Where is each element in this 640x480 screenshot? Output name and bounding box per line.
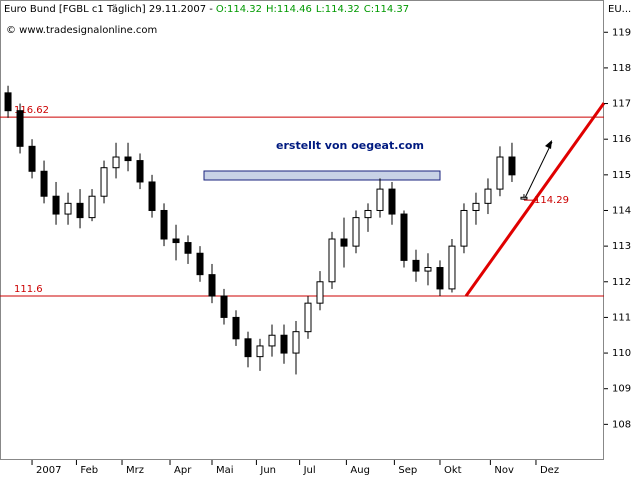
watermark: © www.tradesignalonline.com — [6, 25, 157, 36]
candle-body — [184, 242, 192, 254]
candle-body — [172, 238, 180, 244]
candle-body — [208, 274, 216, 297]
x-tick-label: Jun — [259, 465, 276, 476]
y-tick-label: 110 — [612, 348, 631, 359]
candle-body — [268, 334, 276, 347]
candle-body — [472, 202, 480, 211]
candle-body — [424, 267, 432, 272]
candle-body — [364, 209, 372, 219]
candle-body — [436, 267, 444, 290]
level-label: 111.6 — [14, 284, 43, 295]
candle-body — [196, 252, 204, 276]
candle-body — [88, 195, 96, 219]
y-tick-label: 114 — [612, 205, 631, 216]
x-tick-label: 2007 — [36, 465, 61, 476]
candle-body — [304, 302, 312, 333]
candle-body — [376, 188, 384, 211]
candle-body — [52, 195, 60, 215]
candle-body — [28, 145, 36, 172]
candle-body — [484, 188, 492, 204]
candle-body — [460, 209, 468, 247]
arrow-head — [545, 140, 552, 149]
y-tick-label: 119 — [612, 27, 631, 38]
candle-body — [220, 295, 228, 318]
candle-body — [388, 188, 396, 215]
candle-body — [232, 316, 240, 340]
y-tick-label: 115 — [612, 170, 631, 181]
chart-title: Euro Bund [FGBL c1 Täglich] 29.11.2007 - — [4, 4, 213, 15]
trend-line — [464, 102, 606, 297]
candle-body — [148, 181, 156, 211]
candle-body — [100, 167, 108, 197]
candle-body — [256, 345, 264, 358]
candle-body — [124, 156, 132, 162]
y-tick-label: 117 — [612, 99, 631, 110]
candle-body — [244, 338, 252, 358]
candle-body — [40, 170, 48, 197]
ohlc-label: O:114.32 — [216, 4, 262, 15]
y-tick-label: 111 — [612, 312, 631, 323]
candle-body — [400, 213, 408, 261]
x-tick-label: Okt — [444, 465, 462, 476]
x-tick-label: Aug — [350, 465, 370, 476]
candle-body — [292, 331, 300, 354]
candle-body — [16, 110, 24, 147]
y-tick-label: 108 — [612, 419, 631, 430]
y-tick-label: 116 — [612, 134, 631, 145]
ohlc-label: C:114.37 — [364, 4, 409, 15]
candle-body — [64, 202, 72, 215]
candle-body — [316, 281, 324, 304]
annotation: erstellt von oegeat.com — [276, 139, 424, 152]
candle-body — [352, 217, 360, 247]
x-tick-label: Mrz — [126, 465, 144, 476]
candle-body — [112, 156, 120, 169]
x-tick-label: Apr — [174, 465, 192, 476]
candle-body — [136, 160, 144, 183]
candle-body — [340, 238, 348, 247]
candle-body — [448, 245, 456, 290]
candle-body — [412, 259, 420, 272]
candle-body — [520, 196, 528, 200]
y-tick-label: 118 — [612, 63, 631, 74]
symbol: EU... — [608, 4, 631, 15]
candle-body — [280, 334, 288, 354]
ohlc-label: L:114.32 — [316, 4, 360, 15]
candle-body — [4, 92, 12, 112]
ohlc-label: H:114.46 — [266, 4, 312, 15]
candle-body — [508, 156, 516, 176]
x-tick-label: Sep — [398, 465, 417, 476]
arrow — [523, 141, 553, 201]
candle-body — [496, 156, 504, 190]
candle-body — [76, 202, 84, 219]
x-tick-label: Feb — [80, 465, 98, 476]
y-tick-label: 112 — [612, 277, 631, 288]
level-label: 116.62 — [14, 105, 49, 116]
plot-frame — [0, 0, 604, 460]
x-tick-label: Dez — [540, 465, 559, 476]
x-tick-label: Mai — [216, 465, 234, 476]
x-tick-label: Nov — [494, 465, 514, 476]
x-tick-label: Jul — [303, 465, 316, 476]
candle-body — [328, 238, 336, 283]
y-tick-label: 113 — [612, 241, 631, 252]
candle-body — [160, 209, 168, 240]
resistance-box — [203, 170, 441, 181]
price-marker-label: 114.29 — [534, 195, 569, 206]
y-tick-label: 109 — [612, 384, 631, 395]
